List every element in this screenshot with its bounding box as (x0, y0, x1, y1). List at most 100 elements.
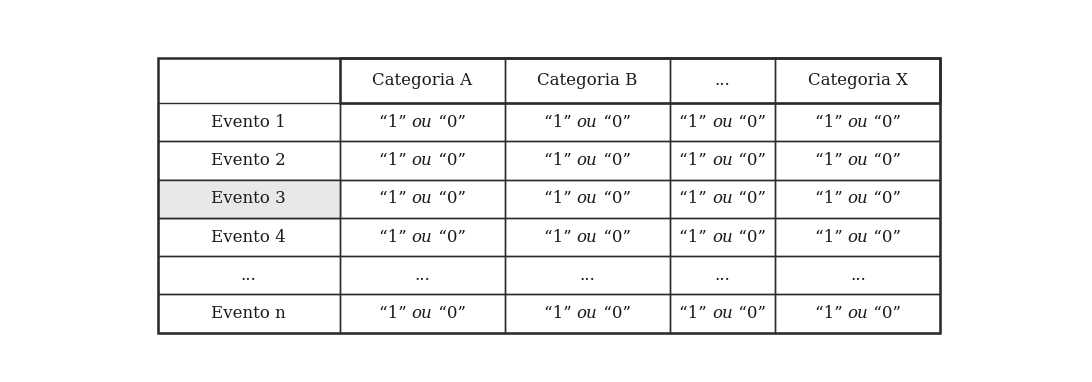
Text: ou: ou (712, 305, 733, 322)
Text: “1”: “1” (544, 305, 577, 322)
Bar (775, 58, 940, 103)
Text: “0”: “0” (868, 190, 901, 207)
Bar (505, 180, 669, 218)
Text: “0”: “0” (432, 305, 465, 322)
Bar (775, 103, 940, 141)
Bar (669, 141, 775, 180)
Text: “0”: “0” (733, 228, 765, 246)
Bar (340, 58, 940, 103)
Text: “0”: “0” (597, 114, 630, 131)
Text: “1”: “1” (679, 152, 712, 169)
Text: ou: ou (577, 190, 597, 207)
Text: “0”: “0” (868, 305, 901, 322)
Bar (669, 256, 775, 295)
Bar (340, 141, 505, 180)
Text: “1”: “1” (544, 152, 577, 169)
Text: “1”: “1” (379, 114, 412, 131)
Text: ou: ou (712, 114, 733, 131)
Text: ou: ou (412, 114, 432, 131)
Text: “0”: “0” (868, 152, 901, 169)
Text: ...: ... (414, 267, 430, 284)
Text: “1”: “1” (544, 190, 577, 207)
Text: “1”: “1” (815, 114, 847, 131)
Text: “1”: “1” (815, 190, 847, 207)
Text: “0”: “0” (733, 190, 765, 207)
Text: ou: ou (577, 305, 597, 322)
Text: ou: ou (847, 152, 868, 169)
Bar (775, 256, 940, 295)
Text: Categoria X: Categoria X (808, 72, 907, 89)
Bar (157, 141, 340, 180)
Text: ...: ... (240, 267, 257, 284)
Bar (340, 256, 505, 295)
Text: Evento n: Evento n (211, 305, 286, 322)
Bar (775, 180, 940, 218)
Text: “1”: “1” (815, 305, 847, 322)
Bar (669, 180, 775, 218)
Bar (340, 180, 505, 218)
Text: “0”: “0” (868, 114, 901, 131)
Text: “0”: “0” (597, 190, 630, 207)
Text: ou: ou (847, 305, 868, 322)
Text: ou: ou (847, 114, 868, 131)
Bar (157, 180, 340, 218)
Bar (505, 58, 669, 103)
Text: “0”: “0” (597, 305, 630, 322)
Bar (505, 256, 669, 295)
Text: “0”: “0” (432, 190, 465, 207)
Bar (505, 103, 669, 141)
Text: “1”: “1” (544, 228, 577, 246)
Text: ou: ou (412, 228, 432, 246)
Bar (505, 295, 669, 333)
Text: “0”: “0” (432, 114, 465, 131)
Bar (775, 218, 940, 256)
Text: “1”: “1” (679, 228, 712, 246)
Bar (505, 141, 669, 180)
Text: “1”: “1” (379, 305, 412, 322)
Bar (157, 180, 340, 218)
Text: ...: ... (850, 267, 866, 284)
Bar (505, 218, 669, 256)
Text: ou: ou (577, 114, 597, 131)
Text: Evento 1: Evento 1 (211, 114, 286, 131)
Text: “0”: “0” (432, 228, 465, 246)
Text: ...: ... (714, 72, 731, 89)
Bar (775, 295, 940, 333)
Text: “1”: “1” (679, 114, 712, 131)
Text: Categoria A: Categoria A (372, 72, 472, 89)
Text: “1”: “1” (379, 228, 412, 246)
Bar (340, 58, 505, 103)
Text: ou: ou (847, 228, 868, 246)
Text: ou: ou (412, 190, 432, 207)
Bar (775, 141, 940, 180)
Text: “1”: “1” (379, 190, 412, 207)
Bar (340, 103, 505, 141)
Bar (669, 218, 775, 256)
Text: “0”: “0” (868, 228, 901, 246)
Bar (157, 256, 340, 295)
Text: “1”: “1” (679, 305, 712, 322)
Text: Categoria B: Categoria B (537, 72, 638, 89)
Text: “0”: “0” (733, 114, 765, 131)
Text: ou: ou (712, 152, 733, 169)
Text: “0”: “0” (597, 228, 630, 246)
Text: “0”: “0” (733, 152, 765, 169)
Bar (340, 218, 505, 256)
Text: ou: ou (412, 305, 432, 322)
Text: ...: ... (714, 267, 731, 284)
Bar (340, 295, 505, 333)
Text: “0”: “0” (432, 152, 465, 169)
Bar (669, 103, 775, 141)
Bar (157, 103, 340, 141)
Text: ou: ou (412, 152, 432, 169)
Text: “0”: “0” (597, 152, 630, 169)
Text: Evento 3: Evento 3 (211, 190, 286, 207)
Text: “1”: “1” (815, 152, 847, 169)
Text: “1”: “1” (679, 190, 712, 207)
Text: “1”: “1” (544, 114, 577, 131)
Text: ou: ou (847, 190, 868, 207)
Text: Evento 4: Evento 4 (211, 228, 286, 246)
Text: ou: ou (712, 190, 733, 207)
Text: ou: ou (577, 152, 597, 169)
Bar (669, 58, 775, 103)
